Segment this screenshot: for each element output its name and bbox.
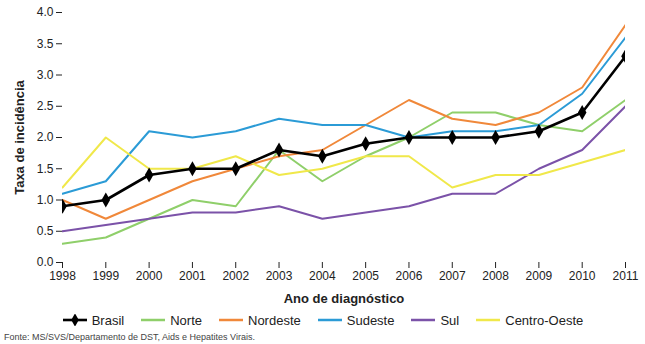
- svg-text:Ano de diagnóstico: Ano de diagnóstico: [284, 291, 405, 306]
- svg-text:2005: 2005: [352, 269, 379, 283]
- svg-text:2009: 2009: [526, 269, 553, 283]
- svg-text:4.0: 4.0: [37, 5, 54, 19]
- html-text:Brasil: Brasil: [91, 312, 125, 328]
- svg-text:2010: 2010: [569, 269, 596, 283]
- svg-text:2008: 2008: [482, 269, 509, 283]
- svg-text:2004: 2004: [309, 269, 336, 283]
- svg-text:1.0: 1.0: [37, 193, 54, 207]
- svg-text:3.5: 3.5: [37, 37, 54, 51]
- svg-text:1.5: 1.5: [37, 162, 54, 176]
- svg-text:2011: 2011: [613, 269, 639, 283]
- svg-text:1998: 1998: [49, 269, 76, 283]
- svg-text:Taxa de incidência: Taxa de incidência: [12, 79, 27, 194]
- svg-text:2006: 2006: [396, 269, 423, 283]
- svg-text:2001: 2001: [179, 269, 206, 283]
- svg-text:0.5: 0.5: [37, 224, 54, 238]
- svg-text:2007: 2007: [439, 269, 466, 283]
- html-text:Nordeste: Nordeste: [248, 312, 301, 328]
- svg-text:2003: 2003: [266, 269, 293, 283]
- html-text:Sul: Sul: [440, 312, 460, 328]
- html-text:Sudeste: Sudeste: [346, 312, 395, 328]
- svg-text:1999: 1999: [92, 269, 119, 283]
- svg-text:2002: 2002: [222, 269, 249, 283]
- svg-text:3.0: 3.0: [37, 68, 54, 82]
- svg-text:2.5: 2.5: [37, 99, 54, 113]
- svg-text:2000: 2000: [136, 269, 163, 283]
- svg-text:0.0: 0.0: [37, 255, 54, 269]
- html-text:Norte: Norte: [170, 312, 202, 328]
- html-text:Centro-Oeste: Centro-Oeste: [505, 312, 584, 328]
- svg-text:2.0: 2.0: [37, 130, 54, 144]
- html-text:Fonte: MS/SVS/Departamento de: Fonte: MS/SVS/Departamento de DST, Aids …: [4, 332, 255, 342]
